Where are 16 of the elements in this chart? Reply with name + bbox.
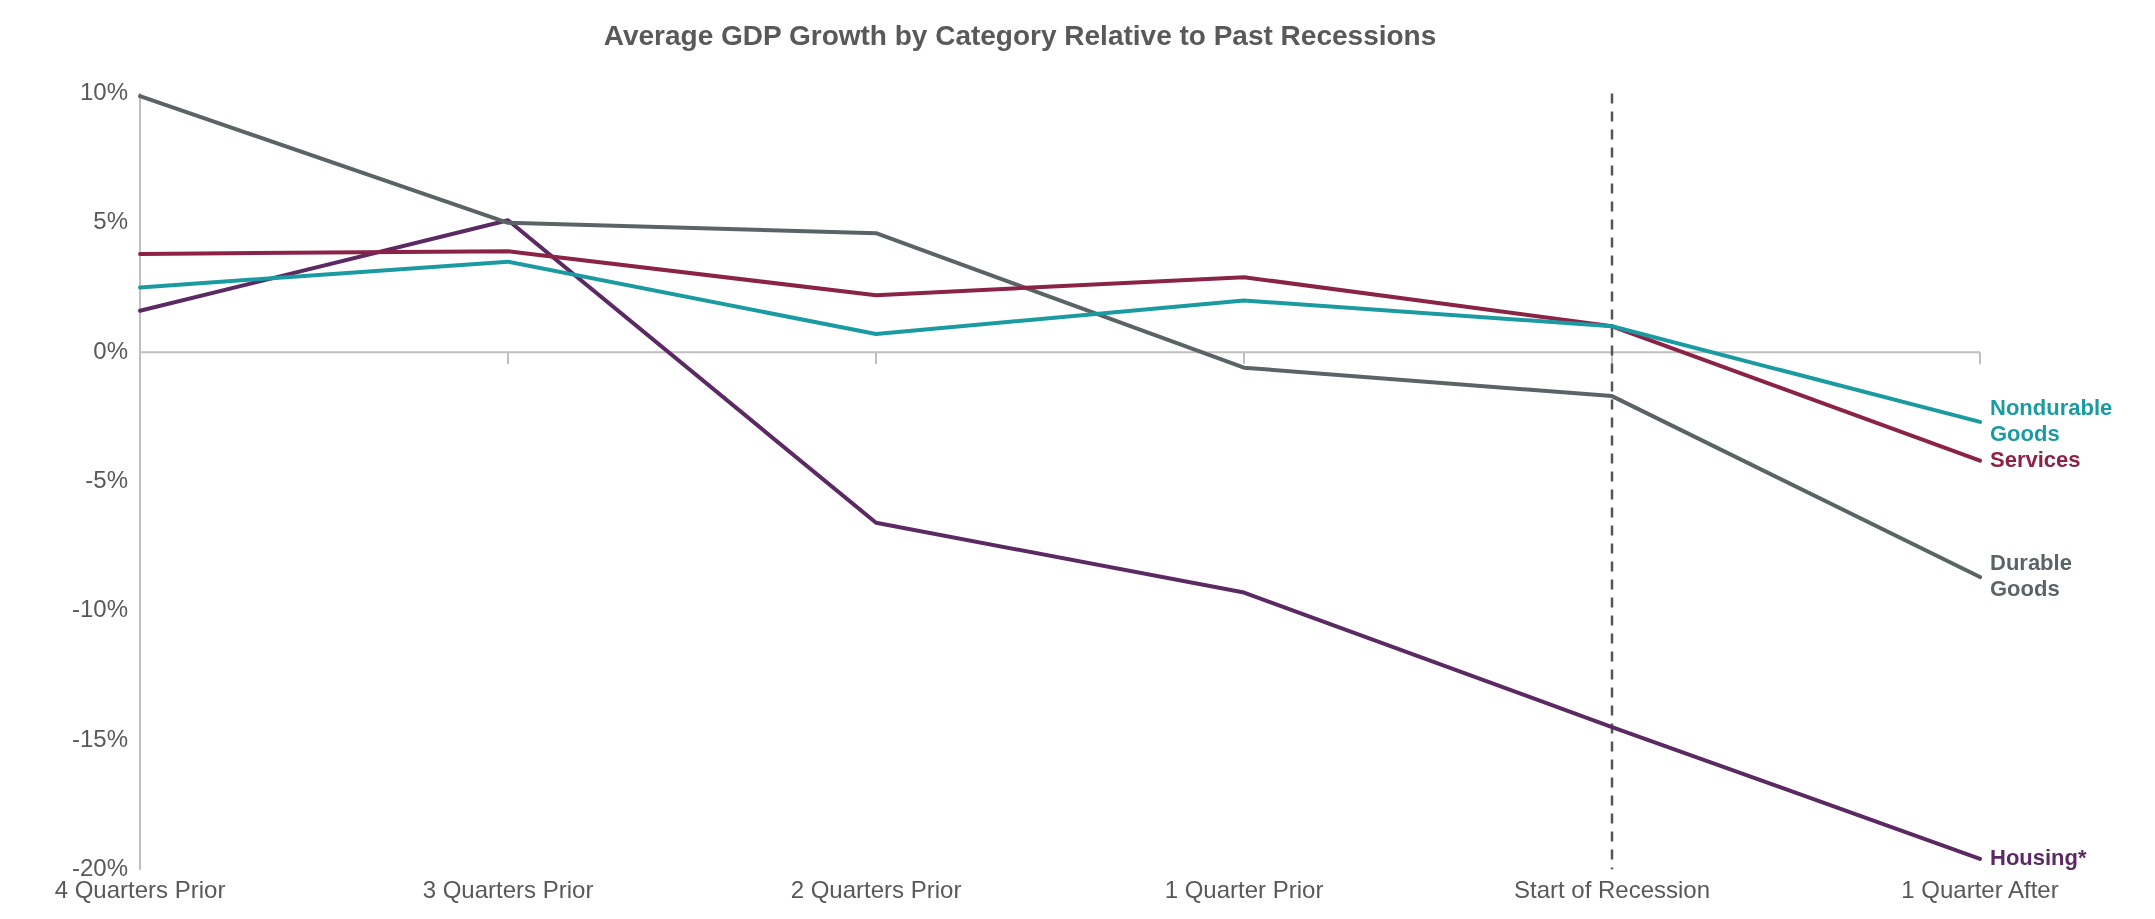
x-tick-label: 2 Quarters Prior <box>790 876 962 904</box>
y-tick-label: 5% <box>93 207 129 235</box>
series-label: Services <box>1990 446 2081 472</box>
y-tick-label: 0% <box>93 336 129 364</box>
x-tick-label: Start of Recession <box>1513 876 1711 904</box>
y-tick-label: 10% <box>79 78 129 106</box>
series-label: Durable Goods <box>1990 550 2072 602</box>
y-tick-label: -10% <box>72 595 129 623</box>
y-tick-label: -15% <box>72 724 129 752</box>
y-tick-label: -5% <box>85 466 129 494</box>
series-label: Nondurable Goods <box>1990 395 2113 446</box>
chart-title: Average GDP Growth by Category Relative to Past Recessions <box>603 19 1437 51</box>
series-label: Housing* <box>1990 844 2087 870</box>
x-tick-label: 1 Quarter After <box>1901 876 2059 904</box>
x-tick-label: 3 Quarters Prior <box>422 876 594 904</box>
x-tick-label: 1 Quarter Prior <box>1164 876 1324 904</box>
